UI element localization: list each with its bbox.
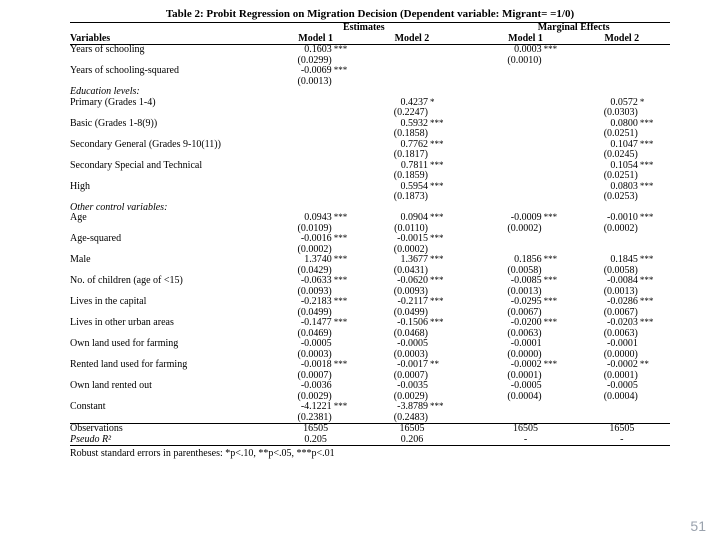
page-number: 51 — [690, 518, 706, 534]
regression-table: EstimatesMarginal EffectsVariablesModel … — [70, 22, 670, 446]
footnote: Robust standard errors in parentheses: *… — [70, 448, 670, 459]
table-title: Table 2: Probit Regression on Migration … — [70, 8, 670, 20]
